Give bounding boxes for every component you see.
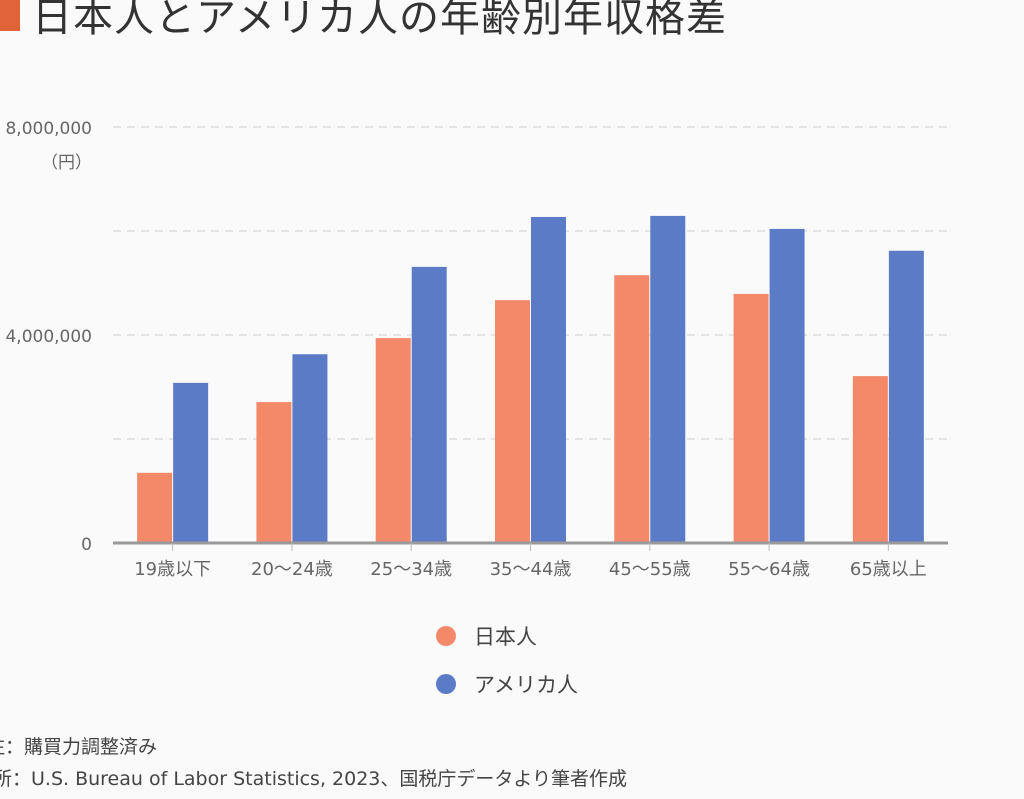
bar-usa[interactable] [531, 216, 566, 543]
bar-usa[interactable] [769, 228, 805, 544]
bar-chart: 0 4,000,000 8,000,000 （円） 19歳以下 20〜24歳 25〜34… [5, 119, 948, 580]
bar-usa[interactable] [411, 266, 447, 543]
y-axis-unit: （円） [41, 153, 92, 173]
legend-label: 日本人 [474, 625, 537, 649]
bar-japan[interactable] [614, 275, 650, 543]
legend: 日本人 アメリカ人 [436, 612, 578, 708]
bar-usa[interactable] [173, 382, 209, 543]
bar-japan[interactable] [137, 472, 173, 543]
x-tick-label: 35〜44歳 [490, 559, 572, 580]
x-tick-label: 45〜55歳 [609, 559, 691, 580]
bar-usa[interactable] [650, 215, 686, 544]
legend-dot-usa [436, 674, 456, 694]
x-tick-label: 20〜24歳 [251, 559, 333, 580]
legend-item-usa[interactable]: アメリカ人 [436, 660, 578, 708]
bar-japan[interactable] [733, 293, 769, 543]
chart-title: 日本人とアメリカ人の年齢別年収格差 [32, 0, 727, 41]
bar-japan[interactable] [256, 402, 292, 543]
source-note: 出所：U.S. Bureau of Labor Statistics, 2023… [0, 768, 627, 790]
bar-japan[interactable] [375, 338, 411, 543]
legend-item-japan[interactable]: 日本人 [436, 612, 578, 660]
x-tick-label: 19歳以下 [134, 559, 211, 580]
y-tick-label: 0 [81, 535, 92, 555]
y-tick-label: 8,000,000 [5, 119, 92, 139]
bar-japan[interactable] [495, 300, 530, 543]
footnote: 注：購買力調整済み [0, 736, 158, 758]
x-tick-label: 25〜34歳 [370, 559, 452, 580]
bar-japan[interactable] [852, 376, 888, 543]
legend-label: アメリカ人 [474, 673, 578, 697]
bar-usa[interactable] [292, 354, 328, 543]
bar-usa[interactable] [888, 250, 924, 543]
legend-dot-japan [436, 626, 456, 646]
y-tick-label: 4,000,000 [5, 327, 92, 347]
title-accent-bar [0, 0, 20, 31]
chart-title-area: 日本人とアメリカ人の年齢別年収格差 [0, 0, 727, 42]
x-tick-label: 55〜64歳 [728, 559, 810, 580]
x-tick-label: 65歳以上 [850, 559, 927, 580]
